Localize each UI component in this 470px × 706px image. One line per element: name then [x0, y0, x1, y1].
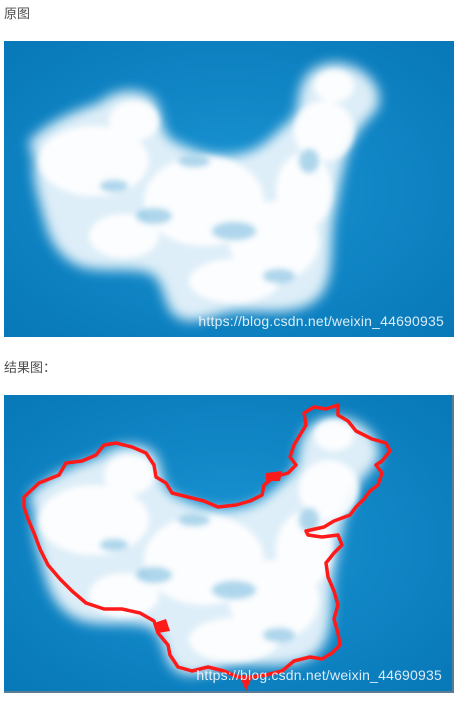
result-image: https://blog.csdn.net/weixin_44690935: [4, 395, 454, 693]
original-image: https://blog.csdn.net/weixin_44690935: [4, 41, 454, 337]
result-image-caption: 结果图：: [4, 361, 57, 376]
cloud-map-with-contour-picture: [4, 395, 452, 691]
cloud-map-picture: [4, 41, 454, 337]
original-image-caption: 原图: [4, 7, 31, 22]
contour-notch: [266, 471, 282, 481]
watermark-text: https://blog.csdn.net/weixin_44690935: [198, 313, 444, 329]
contour-left-notch: [154, 619, 170, 633]
watermark-text: https://blog.csdn.net/weixin_44690935: [196, 667, 442, 683]
contour-bottom-tick: [240, 677, 252, 691]
contour-outline: [22, 403, 392, 679]
